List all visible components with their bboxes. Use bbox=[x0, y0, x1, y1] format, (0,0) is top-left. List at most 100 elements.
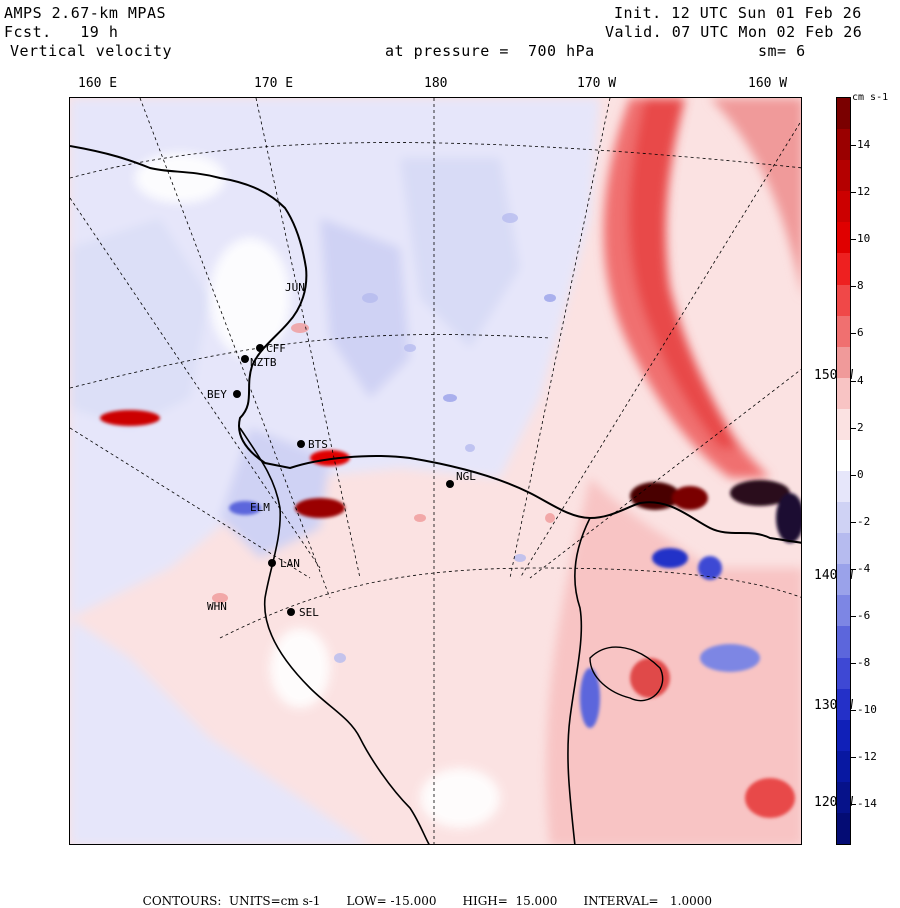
station-jun: JUN bbox=[285, 281, 305, 294]
colorbar-tick bbox=[851, 663, 856, 665]
station-elm: ELM bbox=[250, 501, 270, 514]
pressure-level: at pressure = 700 hPa bbox=[385, 42, 595, 60]
colorbar-band bbox=[837, 812, 850, 845]
contour-low: LOW= -15.000 bbox=[346, 894, 437, 908]
lon-label-160w: 160 W bbox=[748, 76, 788, 91]
colorbar-tick bbox=[851, 333, 856, 335]
colorbar-band bbox=[837, 346, 850, 379]
colorbar-tick bbox=[851, 804, 856, 806]
lon-label-170e: 170 E bbox=[254, 76, 294, 91]
island-outline bbox=[589, 646, 664, 702]
colorbar-band bbox=[837, 315, 850, 348]
lon-label-160e: 160 E bbox=[78, 76, 118, 91]
colorbar-tick bbox=[851, 427, 856, 429]
lon-label-180: 180 bbox=[424, 76, 448, 91]
colorbar-band bbox=[837, 533, 850, 565]
contour-high: HIGH= 15.000 bbox=[462, 894, 558, 908]
colorbar-label: -2 bbox=[857, 514, 871, 528]
colorbar-tick bbox=[851, 710, 856, 712]
colorbar-band bbox=[837, 160, 850, 192]
colorbar-band bbox=[837, 781, 850, 814]
station-sel: SEL bbox=[299, 606, 319, 619]
colorbar-label: 2 bbox=[857, 420, 864, 434]
colorbar-band bbox=[837, 98, 850, 130]
negative-field bbox=[70, 98, 600, 844]
missing-data-patches bbox=[135, 153, 500, 828]
station-dot-sel bbox=[287, 608, 295, 616]
station-nztb: NZTB bbox=[250, 356, 277, 369]
positive-band bbox=[546, 98, 801, 844]
smoothing: sm= 6 bbox=[758, 42, 806, 60]
colorbar-band bbox=[837, 284, 850, 317]
station-dot-lan bbox=[268, 559, 276, 567]
colorbar-units: cm s-1 bbox=[852, 92, 889, 103]
colorbar-tick bbox=[851, 521, 856, 523]
colorbar-label: 0 bbox=[857, 467, 864, 481]
colorbar-label: -10 bbox=[857, 703, 877, 717]
coastline bbox=[70, 145, 801, 544]
map-canvas bbox=[70, 98, 801, 844]
intense-cores bbox=[100, 410, 801, 818]
colorbar-band bbox=[837, 253, 850, 285]
colorbar-label: -12 bbox=[857, 750, 877, 764]
vertical-velocity-map bbox=[69, 97, 802, 845]
colorbar-label: -14 bbox=[857, 797, 877, 811]
valid-time: Valid. 07 UTC Mon 02 Feb 26 bbox=[605, 23, 863, 41]
colorbar-band bbox=[837, 719, 850, 752]
colorbar bbox=[836, 97, 851, 845]
colorbar-label: 8 bbox=[857, 279, 864, 293]
station-bts: BTS bbox=[308, 438, 328, 451]
colorbar-tick bbox=[851, 286, 856, 288]
colorbar-band bbox=[837, 377, 850, 410]
station-dot-nztb bbox=[241, 355, 249, 363]
station-ngl: NGL bbox=[456, 470, 476, 483]
colorbar-band bbox=[837, 626, 850, 658]
colorbar-tick bbox=[851, 239, 856, 241]
station-dot-bts bbox=[297, 440, 305, 448]
colorbar-band bbox=[837, 688, 850, 721]
coastline-east bbox=[567, 517, 591, 844]
contour-interval: INTERVAL= 1.0000 bbox=[583, 894, 713, 908]
contour-units: CONTOURS: UNITS=cm s-1 bbox=[142, 894, 321, 908]
colorbar-tick bbox=[851, 192, 856, 194]
contour-info: CONTOURS: UNITS=cm s-1 LOW= -15.000 HIGH= … bbox=[135, 880, 738, 908]
colorbar-band bbox=[837, 408, 850, 441]
colorbar-band bbox=[837, 222, 850, 254]
colorbar-label: 14 bbox=[857, 138, 871, 151]
station-dot-cff bbox=[256, 344, 264, 352]
colorbar-label: 10 bbox=[857, 232, 871, 246]
colorbar-label: -8 bbox=[857, 656, 871, 670]
convective-cells bbox=[212, 213, 556, 663]
colorbar-tick bbox=[851, 568, 856, 570]
station-whn: WHN bbox=[207, 600, 227, 613]
forecast-hour: Fcst. 19 h bbox=[4, 23, 119, 41]
station-dot-bey bbox=[233, 390, 241, 398]
colorbar-label: -4 bbox=[857, 561, 871, 575]
colorbar-tick bbox=[851, 474, 856, 476]
colorbar-band bbox=[837, 564, 850, 596]
colorbar-tick bbox=[851, 145, 856, 146]
station-dot-ngl bbox=[446, 480, 454, 488]
colorbar-band bbox=[837, 502, 850, 534]
colorbar-band bbox=[837, 439, 850, 472]
station-bey: BEY bbox=[207, 388, 227, 401]
station-cff: CFF bbox=[266, 342, 286, 355]
colorbar-band bbox=[837, 595, 850, 627]
colorbar-band bbox=[837, 657, 850, 690]
colorbar-label: -6 bbox=[857, 609, 871, 622]
lon-label-170w: 170 W bbox=[577, 76, 617, 91]
graticule bbox=[70, 98, 801, 844]
colorbar-label: 4 bbox=[857, 373, 864, 387]
colorbar-band bbox=[837, 191, 850, 223]
colorbar-label: 12 bbox=[857, 185, 871, 199]
colorbar-tick bbox=[851, 616, 856, 617]
init-time: Init. 12 UTC Sun 01 Feb 26 bbox=[614, 4, 862, 22]
colorbar-tick bbox=[851, 380, 856, 382]
colorbar-band bbox=[837, 750, 850, 783]
colorbar-band bbox=[837, 129, 850, 161]
station-lan: LAN bbox=[280, 557, 300, 570]
field-name: Vertical velocity bbox=[10, 42, 173, 60]
colorbar-label: 6 bbox=[857, 326, 864, 340]
colorbar-tick bbox=[851, 757, 856, 759]
model-title: AMPS 2.67-km MPAS bbox=[4, 4, 167, 22]
